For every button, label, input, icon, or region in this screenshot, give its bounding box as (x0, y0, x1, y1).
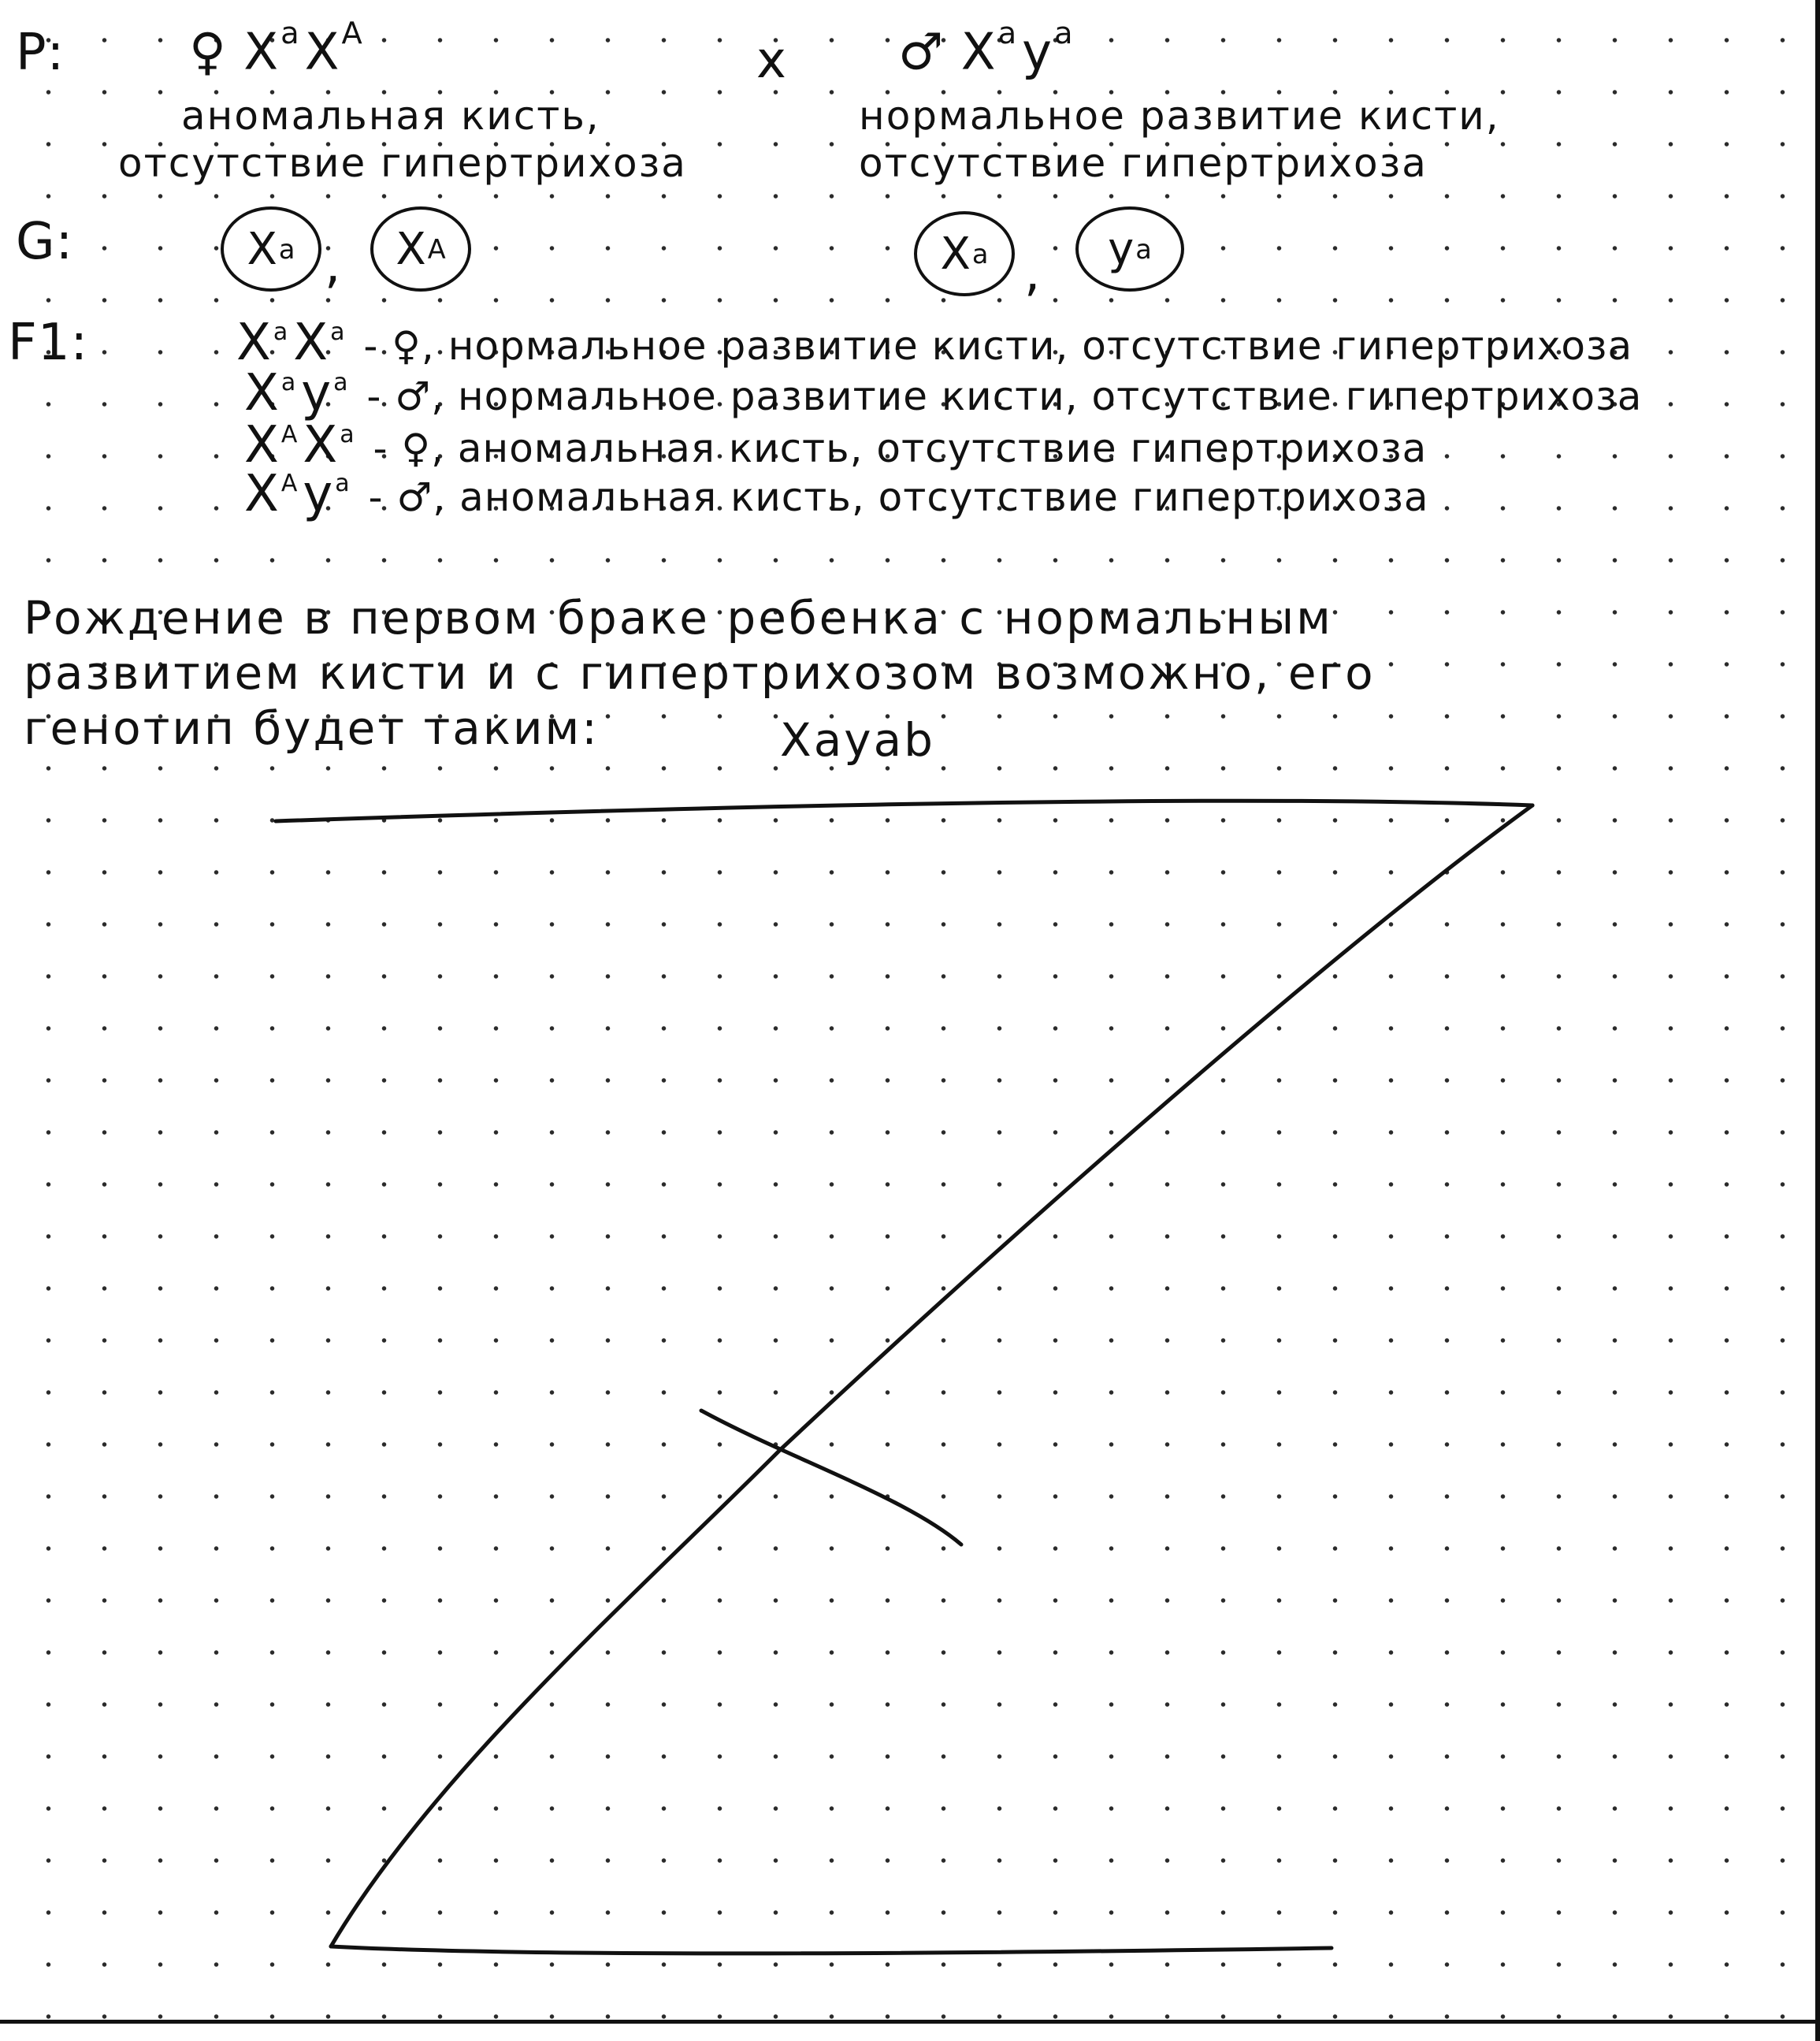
female-phenotype-line2: отсутствие гипертрихоза (118, 140, 687, 186)
male-phenotype-line1: нормальное развитие кисти, (859, 93, 1500, 139)
page-border-bottom (0, 2020, 1820, 2024)
female-parent-genotype: ♀ XaXA (189, 16, 363, 82)
z-cross-stroke (699, 1408, 964, 1547)
f1-offspring-row: XAya - ♂, аномальная кисть, отсутствие г… (244, 465, 1429, 523)
conclusion-line1: Рождение в первом браке ребенка с нормал… (24, 591, 1333, 645)
gamete-separator: , (325, 236, 342, 295)
conclusion-line2: развитием кисти и с гипертрихозом возмож… (24, 646, 1376, 700)
conclusion-line3: генотип будет таким: (24, 701, 600, 755)
f1-offspring-row: XAXa - ♀, аномальная кисть, отсутствие г… (244, 416, 1428, 474)
g-label: G: (16, 213, 74, 271)
conclusion-genotype: Xayab (780, 713, 935, 767)
male-parent-genotype: ♂ Xaya (898, 16, 1074, 82)
female-symbol-genotype: ♀ X (189, 23, 280, 82)
f1-offspring-row: XaXa - ♀, нормальное развитие кисти, отс… (236, 314, 1633, 372)
page-border-right (1815, 0, 1820, 2041)
p-label: P: (16, 24, 65, 82)
gamete-separator: , (1024, 244, 1042, 303)
f1-offspring-row: Xaya - ♂, нормальное развитие кисти, отс… (244, 364, 1643, 422)
cross-sign: x (756, 32, 787, 90)
male-phenotype-line2: отсутствие гипертрихоза (859, 140, 1428, 186)
z-diagonal-stroke (329, 803, 1535, 1949)
z-top-stroke (273, 798, 1535, 823)
z-bottom-stroke (329, 1944, 1334, 1956)
female-phenotype-line1: аномальная кисть, (181, 93, 600, 139)
f1-label: F1: (8, 314, 89, 372)
